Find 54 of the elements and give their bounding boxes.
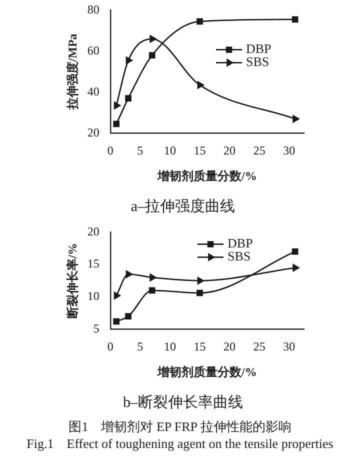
- text: b–断裂伸长率曲线: [123, 394, 243, 411]
- x-tick-label: 15: [194, 144, 206, 158]
- x-tick-label: 15: [194, 340, 206, 354]
- point: [148, 287, 156, 294]
- x-tick-label: 20: [224, 144, 236, 158]
- point: [148, 52, 156, 58]
- point: [150, 35, 156, 43]
- point: [114, 102, 121, 110]
- y-tick-label: 20: [87, 125, 100, 140]
- point: [292, 248, 298, 255]
- x-tick-label: 10: [164, 340, 176, 354]
- y-tick-label: 20: [87, 224, 100, 238]
- x-tick-label: 25: [253, 144, 266, 158]
- y-tick-label: 5: [93, 321, 100, 336]
- point: [126, 270, 132, 278]
- x-tick-label: 30: [283, 340, 296, 354]
- point: [197, 81, 204, 89]
- point: [196, 290, 203, 296]
- y-axis-title: 拉伸强度/MPa: [65, 34, 80, 111]
- point: [150, 274, 156, 282]
- point: [125, 313, 132, 320]
- x-tick-label: 10: [164, 144, 176, 158]
- caption: Fig.1 Effect of toughening agent on the tensile properties: [26, 435, 334, 452]
- text: a–拉伸强度曲线: [130, 198, 236, 215]
- x-axis-title: 增韧剂质量分数/%: [156, 168, 257, 183]
- point: [113, 318, 120, 325]
- y-tick-label: 60: [87, 43, 100, 58]
- caption: 图1 增韧剂对 EP FRP 拉伸性能的影响: [68, 418, 292, 435]
- x-tick-label: 0: [107, 340, 114, 354]
- legend-label: SBS: [246, 54, 270, 70]
- point: [125, 95, 132, 102]
- y-tick-label: 80: [87, 2, 100, 16]
- legend-label: DBP: [246, 41, 272, 56]
- point: [126, 56, 132, 64]
- point: [292, 115, 300, 123]
- x-tick-label: 25: [253, 340, 266, 354]
- x-tick-label: 5: [137, 144, 144, 158]
- x-tick-label: 30: [283, 144, 296, 158]
- y-axis-title: 断裂伸长率/%: [65, 243, 80, 318]
- x-axis-title: 增韧剂质量分数/%: [156, 364, 257, 379]
- point: [197, 276, 204, 284]
- x-tick-label: 20: [224, 340, 236, 354]
- legend-label: DBP: [228, 236, 253, 251]
- point: [292, 264, 300, 272]
- y-tick-label: 40: [87, 84, 100, 98]
- point: [113, 120, 120, 128]
- x-tick-label: 0: [107, 144, 114, 158]
- y-tick-label: 10: [87, 289, 100, 304]
- legend-label: SBS: [228, 248, 251, 264]
- point: [292, 16, 298, 23]
- y-tick-label: 15: [87, 256, 100, 271]
- point: [114, 292, 121, 300]
- point: [196, 18, 203, 25]
- x-tick-label: 5: [137, 340, 144, 354]
